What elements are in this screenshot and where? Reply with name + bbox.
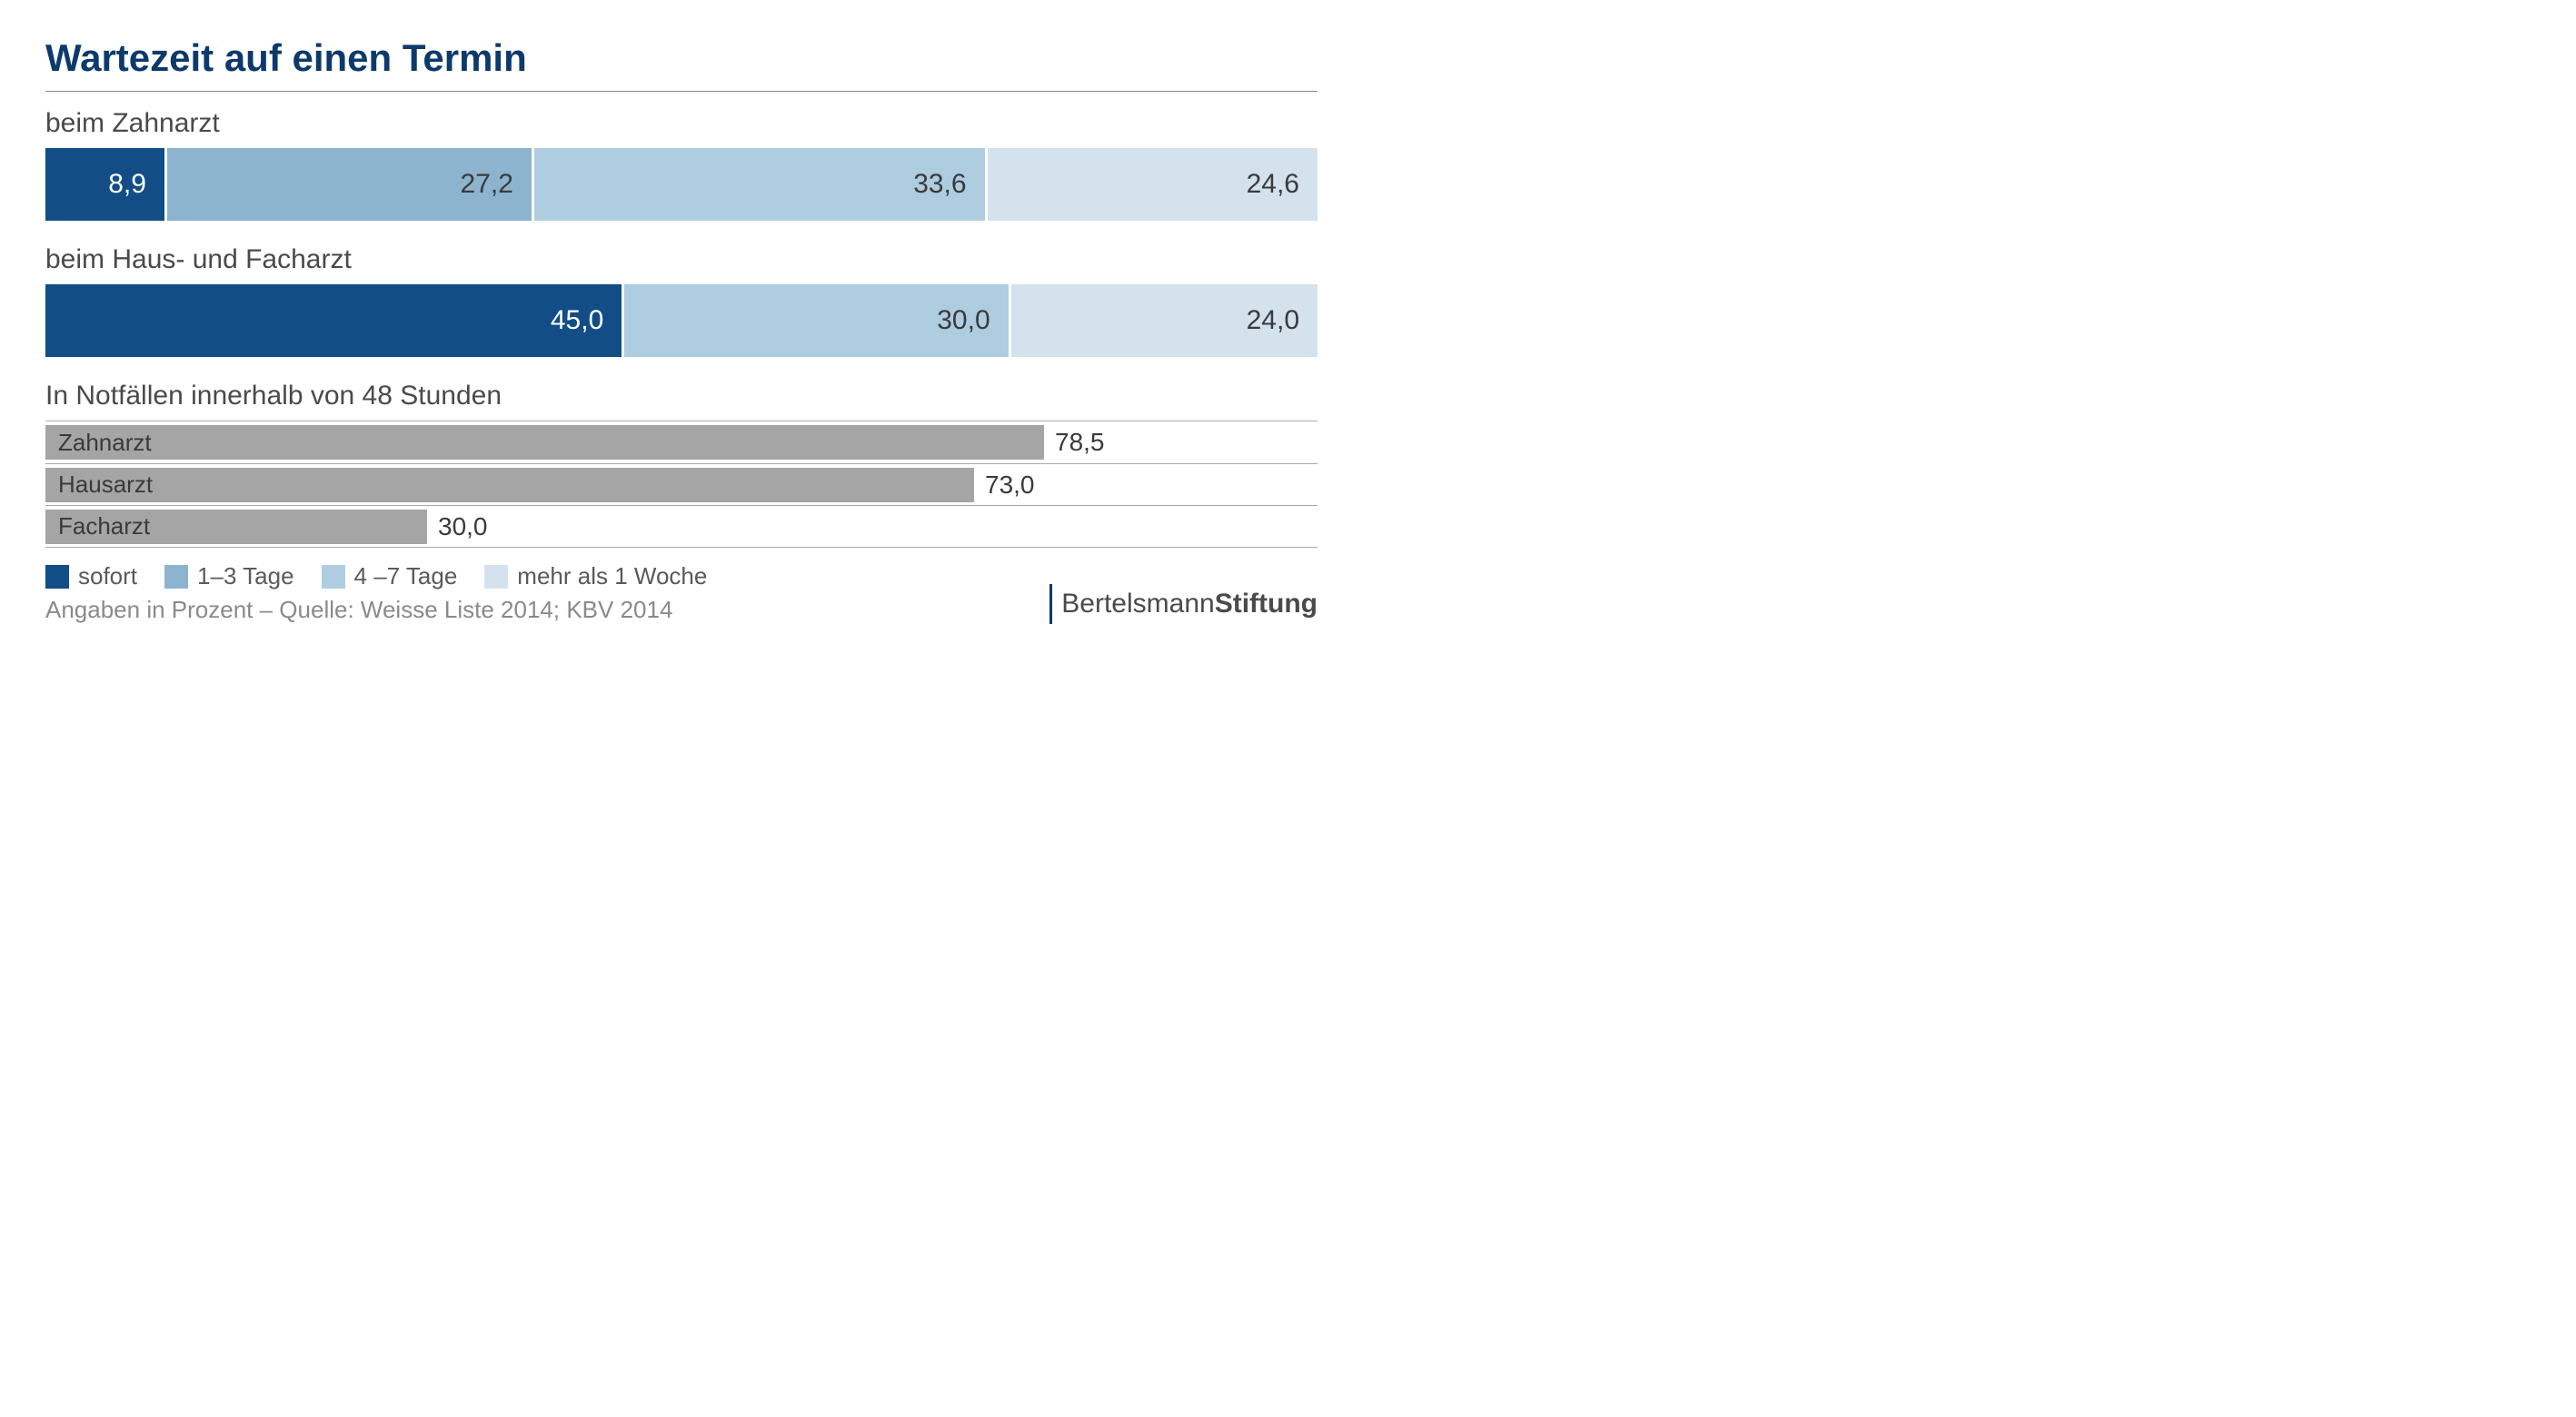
- legend-item: 1–3 Tage: [164, 562, 294, 590]
- stacked-bar-label: beim Haus- und Facharzt: [45, 244, 1318, 275]
- stacked-bars-container: beim Zahnarzt 8,927,233,624,6 beim Haus- u…: [45, 108, 1318, 357]
- brand-text: BertelsmannStiftung: [1061, 589, 1318, 619]
- gray-bar-fill: Hausarzt: [45, 468, 974, 502]
- bar-segment: 27,2: [167, 148, 532, 221]
- legend-label: mehr als 1 Woche: [517, 562, 707, 590]
- gray-bar-fill: Zahnarzt: [45, 425, 1044, 460]
- gray-section-heading: In Notfällen innerhalb von 48 Stunden: [45, 381, 1318, 411]
- bar-segment: 24,6: [988, 148, 1318, 221]
- gray-bar-track: Hausarzt 73,0: [45, 464, 1318, 505]
- legend-swatch-icon: [484, 565, 508, 589]
- gray-bar-row: Facharzt 30,0: [45, 505, 1318, 547]
- gray-bar-row: Zahnarzt 78,5: [45, 421, 1318, 463]
- gray-bar-track: Zahnarzt 78,5: [45, 421, 1318, 463]
- gray-bar-value: 73,0: [985, 471, 1035, 500]
- stacked-bar: 45,030,024,0: [45, 284, 1318, 357]
- legend-item: 4 –7 Tage: [322, 562, 458, 590]
- stacked-bar: 8,927,233,624,6: [45, 148, 1318, 221]
- stacked-bar-label: beim Zahnarzt: [45, 108, 1318, 139]
- gray-bar-value: 78,5: [1055, 428, 1105, 457]
- brand-light: Bertelsmann: [1061, 589, 1214, 619]
- gray-bar-value: 30,0: [438, 512, 488, 541]
- footer-row: sofort1–3 Tage4 –7 Tagemehr als 1 Woche …: [45, 548, 1318, 624]
- brand-bold: Stiftung: [1215, 589, 1318, 619]
- legend-item: sofort: [45, 562, 137, 590]
- brand-logo: BertelsmannStiftung: [1049, 584, 1318, 624]
- legend-swatch-icon: [322, 565, 345, 589]
- gray-bar-row: Hausarzt 73,0: [45, 463, 1318, 505]
- legend-label: 4 –7 Tage: [354, 562, 458, 590]
- gray-bar-fill: Facharzt: [45, 510, 427, 544]
- bar-segment: 8,9: [45, 148, 164, 221]
- bar-segment: 45,0: [45, 284, 622, 357]
- gray-section: In Notfällen innerhalb von 48 Stunden Za…: [45, 381, 1318, 548]
- legend-and-source: sofort1–3 Tage4 –7 Tagemehr als 1 Woche …: [45, 548, 707, 624]
- bar-segment: 30,0: [624, 284, 1008, 357]
- bar-segment: 24,0: [1011, 284, 1318, 357]
- legend-swatch-icon: [164, 565, 188, 589]
- legend-item: mehr als 1 Woche: [484, 562, 707, 590]
- source-line: Angaben in Prozent – Quelle: Weisse List…: [45, 596, 707, 624]
- chart-title: Wartezeit auf einen Termin: [45, 36, 1318, 80]
- legend-swatch-icon: [45, 565, 69, 589]
- bar-segment: 33,6: [534, 148, 985, 221]
- brand-bar-icon: [1049, 584, 1052, 624]
- gray-bar-track: Facharzt 30,0: [45, 506, 1318, 547]
- legend-label: sofort: [78, 562, 137, 590]
- legend-row: sofort 1–3 Tage 4 –7 Tage mehr als 1 Woche: [45, 562, 707, 590]
- legend-label: 1–3 Tage: [197, 562, 294, 590]
- divider-top: [45, 91, 1318, 92]
- gray-bars-container: Zahnarzt 78,5 Hausarzt 73,0 Facharzt 30,0: [45, 421, 1318, 548]
